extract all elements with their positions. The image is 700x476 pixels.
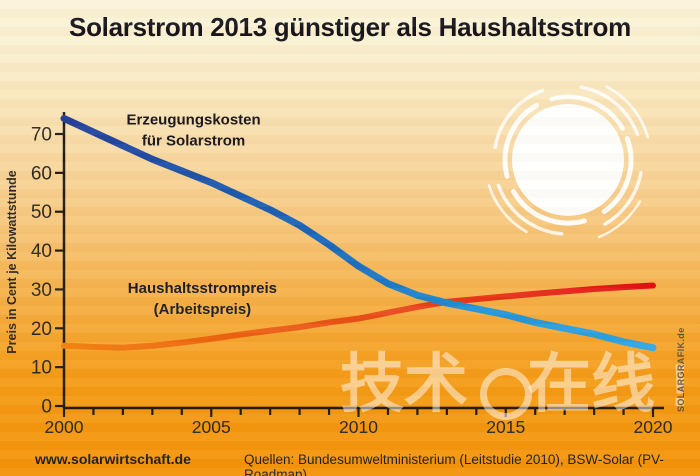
sun-ray-arc — [493, 88, 545, 149]
sun-ray-arc — [487, 184, 528, 234]
household-price-label: Haushaltsstrompreis (Arbeitspreis) — [128, 280, 277, 318]
sun-ray-arc — [549, 94, 625, 131]
y-tick-label: 70 — [31, 125, 52, 146]
watermark-circle-icon — [480, 368, 532, 420]
y-tick-label: 30 — [31, 280, 52, 301]
y-tick-label: 60 — [31, 163, 52, 184]
y-tick-label: 20 — [31, 319, 52, 340]
sun-ray-arc — [597, 200, 642, 239]
y-tick-label: 0 — [41, 397, 52, 418]
sun-disk — [512, 104, 624, 216]
watermark-text-right: 在线 — [527, 348, 655, 420]
page-title: Solarstrom 2013 günstiger als Haushaltss… — [69, 12, 631, 42]
sun-ray-arc — [601, 135, 634, 215]
y-axis-title: Preis in Cent je Kilowattstunde — [5, 170, 19, 353]
annotation-line: Erzeugungskosten — [126, 111, 260, 128]
sun-ray-arc — [496, 183, 564, 236]
sun-ray-arc — [510, 189, 587, 226]
watermark: 技术 在线 ! — [340, 348, 700, 428]
annotation-line: für Solarstrom — [142, 132, 245, 149]
y-tick-label: 10 — [31, 358, 52, 379]
watermark-exclamation: ! — [670, 352, 690, 419]
x-tick-label: 2005 — [192, 417, 231, 437]
annotation-line: (Arbeitspreis) — [154, 301, 252, 318]
watermark-text-left: 技术 — [340, 348, 468, 420]
sun-ray-arc — [603, 171, 643, 226]
household-price-line — [61, 282, 656, 351]
y-tick-label: 40 — [31, 241, 52, 262]
website-url: www.solarwirtschaft.de — [35, 451, 191, 467]
y-tick-label: 50 — [31, 202, 52, 223]
sun-ray-arc — [605, 85, 650, 139]
sources-text: Quellen: Bundesumweltministerium (Leitst… — [244, 452, 664, 476]
solar-cost-label: Erzeugungskosten für Solarstrom — [126, 111, 260, 149]
annotation-line: Haushaltsstrompreis — [128, 280, 277, 297]
x-tick-label: 2015 — [486, 417, 525, 437]
solar-cost-line — [60, 114, 657, 352]
sun-icon — [487, 85, 650, 239]
x-tick-label: 2010 — [339, 417, 378, 437]
credit-vertical: SOLARGRAFIK.de — [676, 327, 686, 412]
sun-ray-arc — [502, 102, 539, 179]
sun-ray-arc — [579, 85, 640, 137]
x-tick-label: 2020 — [634, 417, 673, 437]
x-tick-label: 2000 — [45, 417, 84, 437]
